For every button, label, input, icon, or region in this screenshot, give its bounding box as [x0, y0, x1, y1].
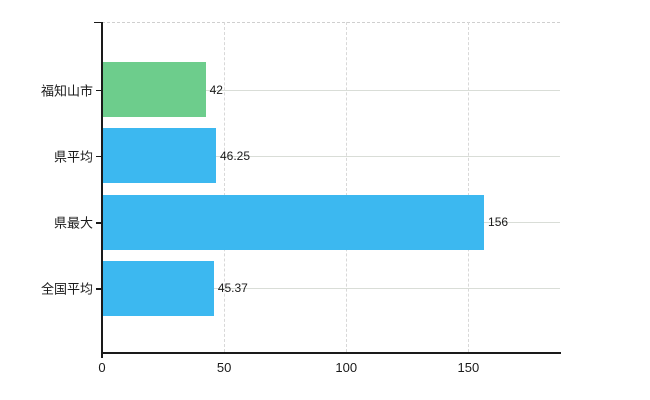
y-axis-tick: [96, 155, 102, 158]
category-gridline: [102, 155, 560, 157]
vertical-gridline: [224, 22, 226, 352]
y-axis-tick: [96, 288, 102, 290]
bar-県最大: [103, 194, 485, 250]
x-axis-tick-label: 100: [335, 360, 358, 375]
plot-top-border: [102, 22, 560, 23]
x-axis-tick-label: 150: [457, 360, 480, 375]
category-label: 全国平均: [40, 281, 93, 297]
value-label: 42: [209, 82, 223, 97]
value-label: 46.25: [219, 148, 250, 163]
x-axis-tick-label: 50: [216, 360, 232, 375]
vertical-gridline: [468, 22, 470, 352]
category-label: 県最大: [53, 215, 93, 231]
value-label: 45.37: [217, 281, 248, 296]
value-label: 156: [488, 215, 509, 230]
bar-全国平均: [103, 260, 214, 316]
bar-県平均: [103, 128, 216, 184]
category-label: 県平均: [53, 149, 93, 165]
y-axis-top-tick: [94, 21, 102, 23]
vertical-gridline: [346, 22, 348, 352]
x-axis-line: [101, 352, 561, 354]
bar-福知山市: [103, 62, 206, 117]
category-label: 福知山市: [40, 83, 93, 98]
category-gridline: [102, 89, 560, 91]
x-axis-tick-label: 0: [98, 360, 106, 375]
y-axis-tick: [96, 89, 102, 91]
y-axis-line: [101, 22, 103, 358]
category-gridline: [102, 288, 560, 290]
y-axis-tick: [96, 222, 102, 224]
